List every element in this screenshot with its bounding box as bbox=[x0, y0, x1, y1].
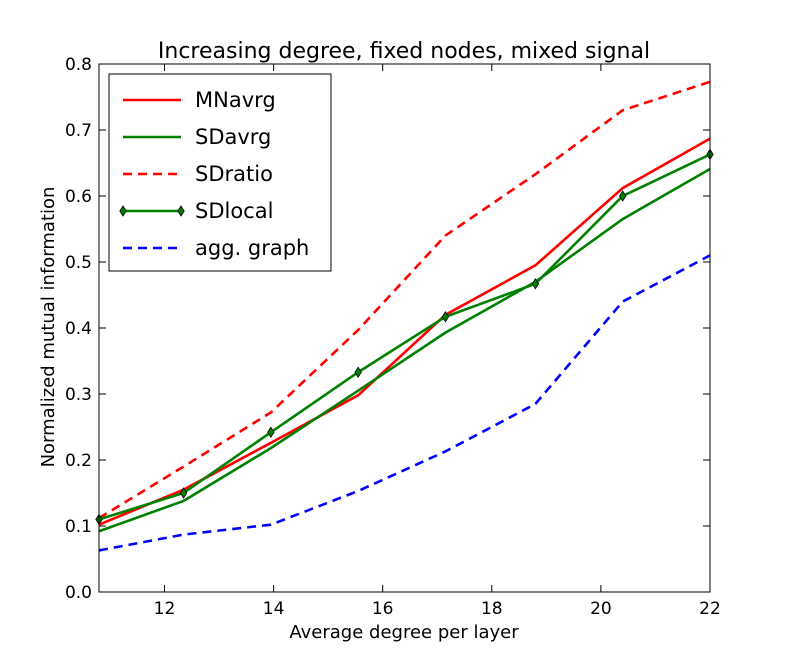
legend-label-mnavrg: MNavrg bbox=[195, 88, 276, 112]
series-line-sdavrg bbox=[98, 167, 711, 533]
y-tick-label: 0.5 bbox=[65, 253, 92, 273]
data-point-marker bbox=[619, 190, 627, 202]
x-tick-label: 20 bbox=[590, 599, 612, 619]
y-axis-label: Normalized mutual information bbox=[38, 187, 59, 468]
legend-label-sdratio: SDratio bbox=[195, 162, 273, 186]
x-tick-label: 16 bbox=[372, 599, 394, 619]
legend-label-agg-graph: agg. graph bbox=[195, 236, 309, 260]
legend-label-sdlocal: SDlocal bbox=[195, 199, 273, 223]
legend-box bbox=[108, 73, 332, 272]
chart-title: Increasing degree, fixed nodes, mixed si… bbox=[158, 39, 650, 64]
series-line-agg-graph bbox=[98, 254, 711, 552]
data-point-marker bbox=[531, 278, 540, 290]
y-tick-label: 0.4 bbox=[65, 319, 92, 339]
y-tick-label: 0.3 bbox=[65, 385, 92, 405]
legend-marker bbox=[177, 205, 185, 217]
x-axis-label: Average degree per layer bbox=[289, 622, 519, 643]
legend-marker bbox=[119, 205, 127, 217]
plot-frame bbox=[98, 63, 711, 593]
series-line-sdratio bbox=[98, 80, 711, 520]
y-tick-label: 0.1 bbox=[65, 517, 92, 537]
legend: MNavrg SDavrg SDratio SDlocal agg. graph bbox=[108, 73, 332, 272]
x-tick-label: 14 bbox=[263, 599, 285, 619]
series-sdlocal bbox=[95, 148, 714, 526]
series-sdavrg bbox=[98, 167, 711, 533]
data-point-marker bbox=[179, 487, 188, 499]
y-tick-label: 0.7 bbox=[65, 121, 92, 141]
series-agg-graph bbox=[98, 254, 711, 552]
series-layer bbox=[95, 80, 714, 552]
x-tick-label: 18 bbox=[481, 599, 503, 619]
y-tick-label: 0.2 bbox=[65, 451, 92, 471]
data-point-marker bbox=[441, 311, 450, 323]
series-sdratio bbox=[98, 80, 711, 520]
legend-label-sdavrg: SDavrg bbox=[195, 125, 271, 149]
y-tick-label: 0.0 bbox=[65, 583, 92, 603]
ticks-layer: 12 14 16 18 20 22 0.0 0.1 0.2 0.3 0.4 0.5 0.6 0.7 0.8 bbox=[65, 55, 721, 619]
series-line-sdlocal bbox=[98, 153, 711, 521]
x-tick-label: 12 bbox=[154, 599, 176, 619]
y-tick-label: 0.6 bbox=[65, 187, 92, 207]
y-tick-label: 0.8 bbox=[65, 55, 92, 75]
data-point-marker bbox=[267, 426, 275, 439]
x-tick-label: 22 bbox=[699, 599, 721, 619]
data-point-marker bbox=[354, 366, 362, 378]
